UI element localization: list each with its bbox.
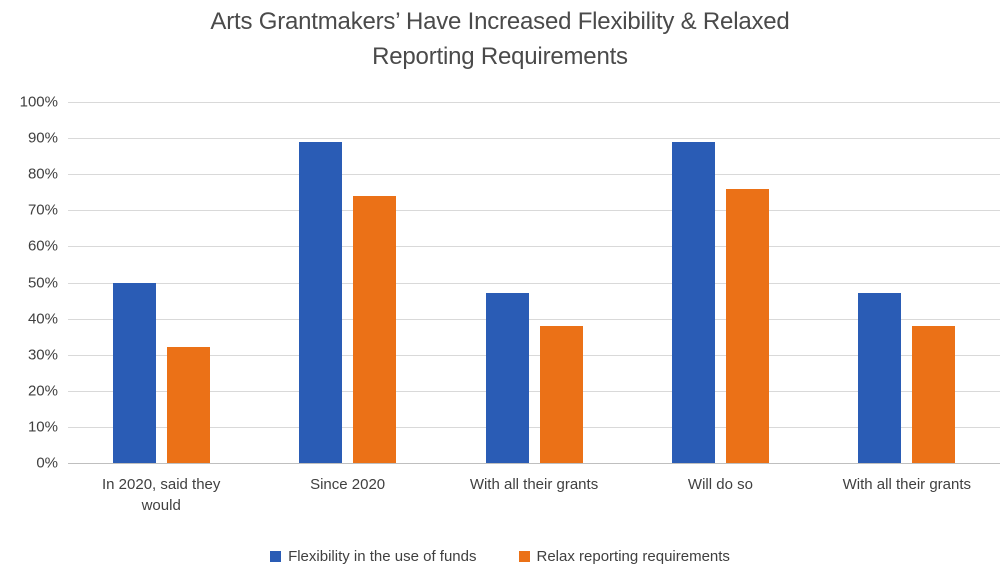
gridline — [68, 282, 1000, 284]
y-tick-label: 10% — [27, 418, 58, 436]
x-category-label-text: In 2020, said they would — [101, 476, 221, 514]
gridline — [68, 174, 1000, 176]
bar-series2-group2 — [353, 195, 397, 463]
y-tick-label: 100% — [19, 93, 58, 111]
bar-groups — [68, 102, 1000, 463]
bar-group — [441, 102, 627, 463]
x-category-label-text: With all their grants — [842, 476, 972, 493]
x-category-label: With all their grants — [441, 474, 627, 516]
bar-group — [627, 102, 813, 463]
x-axis-labels: In 2020, said they would Since 2020 With a… — [68, 474, 1000, 516]
gridline — [68, 426, 1000, 428]
gridline — [68, 138, 1000, 140]
legend: Flexibility in the use of funds Relax rep… — [0, 548, 1000, 565]
bar-series2-group3 — [539, 325, 583, 463]
y-tick-label: 60% — [27, 237, 58, 255]
legend-swatch-icon — [270, 551, 282, 562]
gridline — [68, 246, 1000, 248]
x-category-label-text: Since 2020 — [310, 476, 386, 493]
bar-series1-group5 — [858, 293, 902, 463]
legend-item-series2: Relax reporting requirements — [518, 548, 730, 565]
gridline — [68, 390, 1000, 392]
plot-area — [68, 102, 1000, 464]
gridline — [68, 318, 1000, 320]
y-tick-label: 20% — [27, 382, 58, 400]
x-category-label: Since 2020 — [254, 474, 440, 516]
chart-title-line2: Reporting Requirements — [372, 43, 628, 70]
legend-label: Relax reporting requirements — [536, 548, 730, 565]
x-axis-line — [68, 463, 1000, 464]
chart-title-line1: Arts Grantmakers’ Have Increased Flexibi… — [210, 8, 790, 35]
y-tick-label: 50% — [27, 274, 58, 291]
gridline — [68, 354, 1000, 356]
y-tick-label: 40% — [27, 310, 58, 328]
legend-item-series1: Flexibility in the use of funds — [270, 548, 477, 565]
x-category-label-text: With all their grants — [469, 476, 599, 493]
x-category-label: With all their grants — [814, 474, 1000, 516]
y-tick-label: 90% — [27, 129, 58, 147]
bar-group — [68, 102, 254, 463]
legend-label: Flexibility in the use of funds — [288, 548, 477, 565]
bar-group — [814, 102, 1000, 463]
chart-title: Arts Grantmakers’ Have Increased Flexibi… — [0, 4, 1000, 74]
bar-series1-group2 — [299, 141, 343, 463]
bar-series2-group5 — [912, 325, 956, 463]
gridline — [68, 102, 1000, 103]
y-tick-label: 80% — [27, 165, 58, 183]
bar-series2-group4 — [725, 188, 769, 463]
bar-series1-group4 — [671, 141, 715, 463]
x-category-label-text: Will do so — [687, 476, 753, 493]
x-category-label: In 2020, said they would — [68, 474, 254, 516]
bar-series1-group1 — [112, 282, 156, 463]
bar-group — [254, 102, 440, 463]
x-category-label: Will do so — [627, 474, 813, 516]
y-tick-label: 30% — [27, 346, 58, 364]
bar-series2-group1 — [166, 347, 210, 463]
gridline — [68, 210, 1000, 212]
y-axis-labels: 0% 10% 20% 30% 40% 50% 60% 70% 80% 90% 100% — [0, 94, 58, 472]
legend-swatch-icon — [518, 551, 530, 562]
y-tick-label: 0% — [36, 454, 58, 472]
y-tick-label: 70% — [27, 201, 58, 219]
bar-series1-group3 — [485, 293, 529, 463]
